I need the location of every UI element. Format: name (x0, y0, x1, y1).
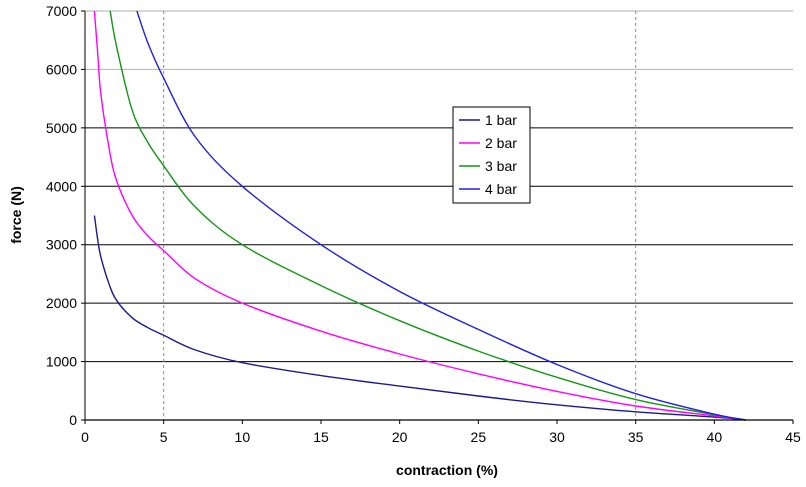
y-tick-label: 3000 (46, 237, 77, 253)
x-axis-title: contraction (%) (396, 462, 498, 478)
y-tick-label: 5000 (46, 120, 77, 136)
y-tick-label: 7000 (46, 3, 77, 19)
series-line-4-bar (136, 10, 746, 421)
legend: 1 bar 2 bar 3 bar 4 bar (452, 106, 531, 204)
series-line-1-bar (93, 215, 746, 421)
y-tick-label: 6000 (46, 61, 77, 77)
x-tick-label: 35 (628, 429, 644, 445)
x-tick-label: 40 (707, 429, 723, 445)
y-tick-label: 2000 (46, 295, 77, 311)
series-line-2-bar (93, 10, 746, 421)
x-tick-label: 20 (392, 429, 408, 445)
legend-label: 3 bar (485, 158, 517, 174)
y-tick-label: 1000 (46, 354, 77, 370)
series-line-3-bar (109, 10, 746, 421)
legend-label: 1 bar (485, 112, 517, 128)
x-tick-label: 10 (235, 429, 251, 445)
x-tick-label: 15 (313, 429, 329, 445)
y-axis-title: force (N) (8, 186, 24, 244)
x-tick-label: 25 (471, 429, 487, 445)
x-tick-label: 0 (81, 429, 89, 445)
series-lines (93, 10, 746, 421)
x-tick-label: 45 (785, 429, 801, 445)
x-tick-label: 5 (160, 429, 168, 445)
tick-labels: 0 1000 2000 3000 4000 5000 6000 7000 0 5 10 15 20 25 3… (46, 3, 801, 445)
legend-label: 4 bar (485, 181, 517, 197)
legend-label: 2 bar (485, 135, 517, 151)
y-tick-label: 4000 (46, 178, 77, 194)
x-tick-label: 30 (549, 429, 565, 445)
legend-box (452, 106, 531, 204)
grid (85, 10, 793, 420)
axes (81, 10, 794, 424)
y-tick-label: 0 (69, 412, 77, 428)
